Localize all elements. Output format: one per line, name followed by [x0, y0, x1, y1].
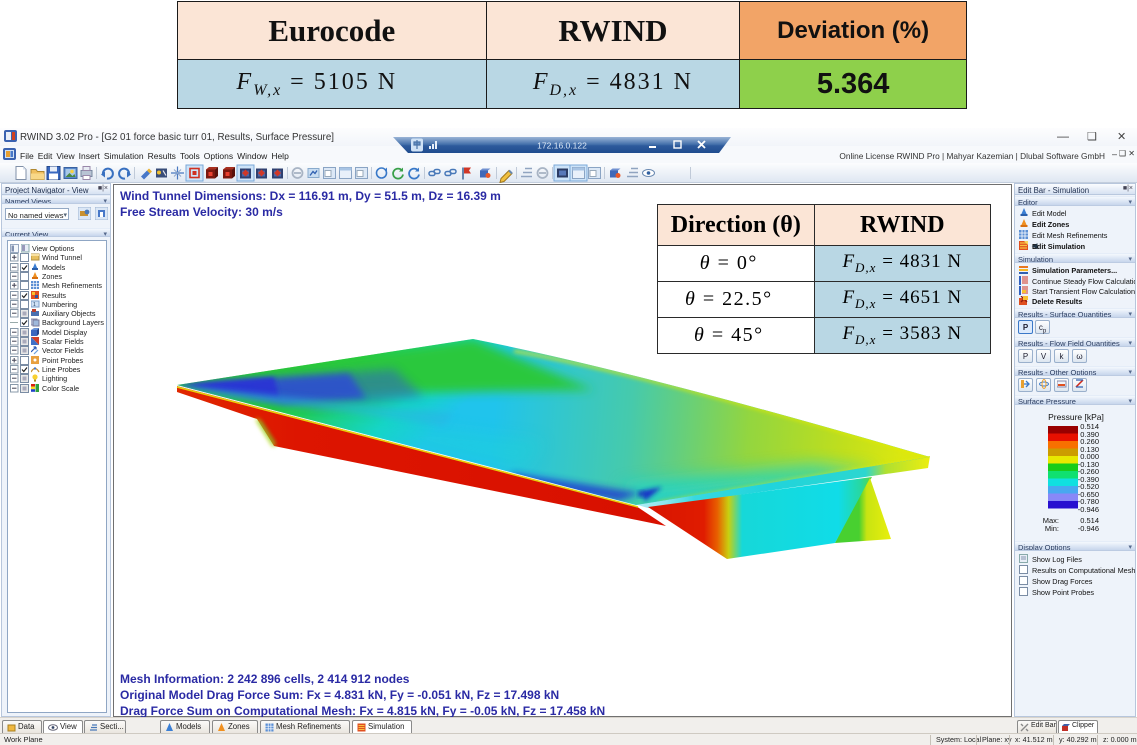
svg-text:1: 1: [33, 302, 36, 308]
svg-text:172.16.0.122: 172.16.0.122: [537, 141, 587, 151]
